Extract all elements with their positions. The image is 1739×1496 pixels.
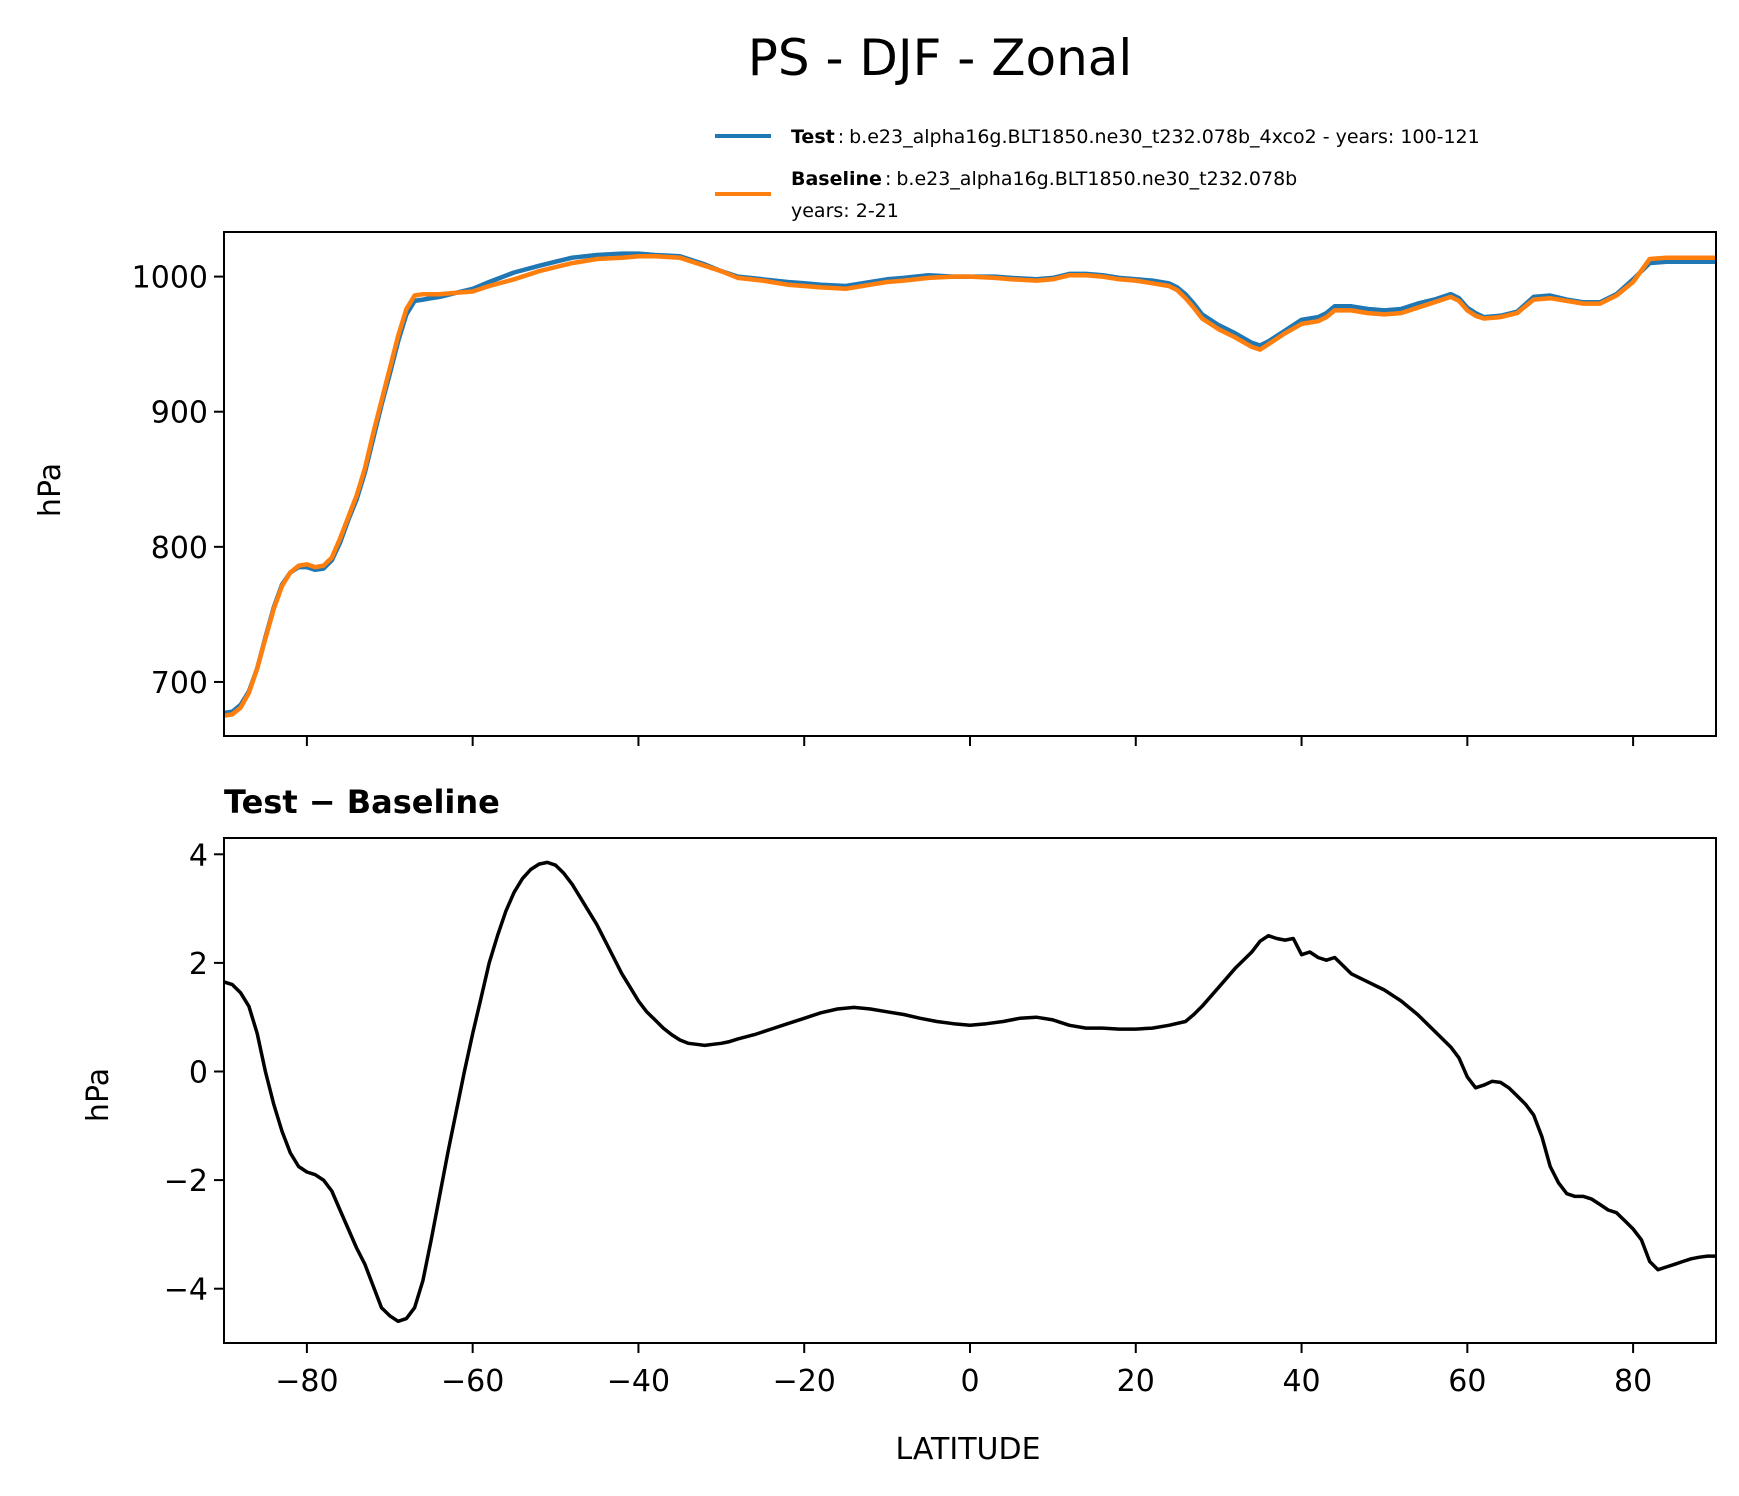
bottom-xtick-label: −20 bbox=[773, 1364, 836, 1399]
bottom-xtick-label: −40 bbox=[607, 1364, 670, 1399]
top-plot-frame bbox=[223, 231, 1717, 737]
bottom-series-line-test-baseline bbox=[223, 860, 1716, 1324]
bottom-ytick-label: 0 bbox=[189, 1055, 208, 1090]
bottom-xtick-label: 20 bbox=[1117, 1364, 1155, 1399]
top-y-axis: 700 800 900 1000 bbox=[132, 261, 224, 701]
bottom-y-axis: −4 −2 0 2 4 bbox=[164, 838, 224, 1308]
bottom-series-group bbox=[223, 860, 1716, 1324]
legend-label-baseline: Baseline: b.e23_alpha16g.BLT1850.ne30_t23… bbox=[791, 168, 1297, 190]
bottom-xtick-label: 0 bbox=[960, 1364, 979, 1399]
bottom-xlabel: LATITUDE bbox=[895, 1432, 1040, 1467]
top-ylabel: hPa bbox=[33, 463, 68, 517]
bottom-xtick-label: 60 bbox=[1448, 1364, 1486, 1399]
bottom-xtick-label: 80 bbox=[1614, 1364, 1652, 1399]
bottom-subtitle: Test − Baseline bbox=[224, 783, 500, 821]
bottom-ytick-label: −2 bbox=[164, 1164, 208, 1199]
top-ytick-label: 700 bbox=[151, 666, 208, 701]
bottom-ylabel: hPa bbox=[81, 1068, 116, 1122]
bottom-ytick-label: −4 bbox=[164, 1273, 208, 1308]
top-ytick-label: 900 bbox=[151, 396, 208, 431]
bottom-xtick-label: −80 bbox=[275, 1364, 338, 1399]
bottom-xtick-label: 40 bbox=[1282, 1364, 1320, 1399]
legend: Test: b.e23_alpha16g.BLT1850.ne30_t232.07… bbox=[715, 126, 1480, 222]
top-ytick-label: 1000 bbox=[132, 261, 208, 296]
legend-label-test: Test: b.e23_alpha16g.BLT1850.ne30_t232.07… bbox=[791, 126, 1480, 148]
top-series-line-baseline bbox=[223, 254, 1716, 718]
legend-label-baseline-years: years: 2-21 bbox=[791, 200, 899, 222]
top-series-line-test bbox=[223, 251, 1716, 716]
bottom-x-axis: −80 −60 −40 −20 0 20 40 60 80 bbox=[275, 1343, 1652, 1399]
bottom-xtick-label: −60 bbox=[441, 1364, 504, 1399]
top-series-group bbox=[223, 251, 1716, 718]
main-title: PS - DJF - Zonal bbox=[748, 29, 1133, 87]
bottom-ytick-label: 4 bbox=[189, 838, 208, 873]
top-ytick-label: 800 bbox=[151, 531, 208, 566]
top-panel: 700 800 900 1000 hPa bbox=[33, 231, 1717, 746]
bottom-plot-frame bbox=[223, 837, 1717, 1344]
top-x-axis bbox=[305, 736, 1635, 746]
bottom-ytick-label: 2 bbox=[189, 947, 208, 982]
